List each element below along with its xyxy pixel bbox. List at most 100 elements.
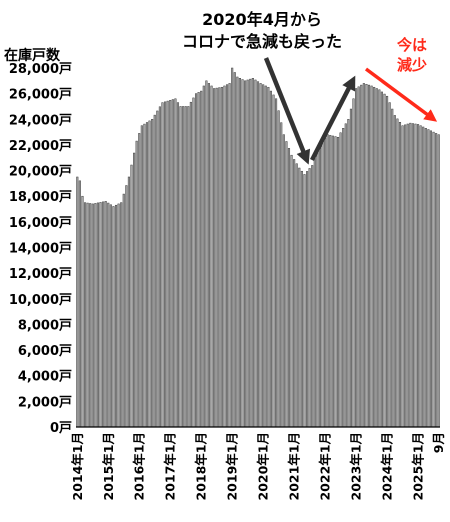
bar	[256, 81, 260, 428]
bar	[223, 85, 226, 428]
bar	[391, 108, 394, 428]
bar	[386, 95, 389, 428]
bar	[316, 151, 319, 428]
y-tick-label: 24,000戸	[9, 113, 72, 128]
bar	[120, 202, 123, 428]
bar	[435, 133, 438, 428]
bar	[424, 128, 427, 428]
bar	[197, 92, 200, 428]
bar	[145, 122, 149, 428]
y-tick-label: 16,000戸	[9, 216, 72, 231]
bar	[295, 163, 298, 428]
bar	[417, 124, 420, 428]
x-axis-ticks: 2014年1月 2015年1月 2016年1月 2017年1月 2018年1月 2019年…	[70, 432, 446, 501]
bar	[293, 159, 296, 428]
bar	[140, 125, 143, 428]
bar	[313, 158, 316, 428]
bar	[336, 136, 340, 428]
bar	[143, 123, 146, 428]
bar	[432, 131, 435, 428]
bar	[151, 119, 154, 428]
bar	[104, 201, 107, 428]
bar	[125, 185, 128, 428]
bar	[179, 106, 182, 428]
bar	[244, 80, 247, 428]
bar	[114, 204, 118, 428]
bar	[184, 106, 187, 428]
bar	[122, 193, 125, 428]
bar	[404, 124, 407, 428]
y-axis-label: 在庫戸数	[4, 47, 61, 64]
bar	[238, 78, 241, 428]
bar	[429, 130, 433, 428]
bar	[360, 84, 363, 428]
bar	[233, 72, 236, 428]
bar	[187, 106, 190, 428]
bar	[89, 203, 92, 428]
bar	[207, 83, 210, 428]
bar	[367, 84, 371, 428]
bar	[324, 137, 327, 428]
y-tick-label: 26,000戸	[9, 88, 72, 103]
bar	[311, 165, 314, 428]
bar	[318, 144, 322, 428]
bar	[393, 115, 396, 428]
bar	[419, 125, 422, 428]
bar	[401, 125, 404, 428]
bar	[339, 132, 342, 428]
bar	[383, 93, 386, 428]
bar	[215, 87, 218, 428]
bar	[236, 76, 239, 428]
x-tick-label: 2015年1月	[101, 432, 116, 501]
bar	[174, 98, 177, 428]
bar	[285, 141, 288, 428]
bar	[414, 123, 417, 428]
bar	[290, 154, 293, 428]
bar	[300, 170, 303, 428]
x-tick-label: 2017年1月	[163, 432, 178, 501]
bar	[109, 204, 112, 428]
bar	[94, 203, 97, 428]
y-axis-ticks: 0戸 2,000戸 4,000戸 6,000戸 8,000戸 10,000戸 12,000戸…	[9, 62, 72, 436]
bar	[275, 98, 278, 428]
bar	[262, 84, 265, 428]
y-tick-label: 6,000戸	[18, 344, 72, 359]
y-tick-label: 28,000戸	[9, 62, 72, 77]
x-tick-label: 2025年1月	[411, 432, 426, 501]
bar	[205, 80, 208, 428]
y-tick-label: 22,000戸	[9, 139, 72, 154]
bar	[158, 106, 161, 428]
bar	[398, 122, 402, 428]
bar	[347, 119, 350, 428]
bar	[78, 180, 81, 428]
bar	[437, 134, 440, 428]
bar	[127, 176, 130, 428]
y-tick-label: 18,000戸	[9, 190, 72, 205]
x-tick-label: 2022年1月	[318, 432, 333, 501]
bar	[306, 171, 309, 428]
bar	[202, 85, 205, 428]
bar	[357, 86, 360, 428]
y-tick-label: 4,000戸	[18, 370, 72, 385]
x-tick-label: 2019年1月	[225, 432, 240, 501]
bar	[138, 133, 141, 428]
bar	[130, 164, 133, 428]
bar	[249, 78, 252, 428]
bar	[107, 202, 110, 428]
bar	[241, 79, 244, 428]
bar	[406, 123, 409, 428]
bar	[96, 202, 99, 428]
bar	[362, 83, 365, 428]
y-tick-label: 0戸	[50, 421, 72, 436]
bar	[277, 110, 280, 428]
bar	[370, 85, 373, 428]
bar	[411, 123, 414, 428]
bar	[342, 128, 345, 428]
bar	[388, 102, 391, 428]
bar	[427, 129, 430, 428]
bar	[192, 97, 195, 428]
bar	[334, 136, 337, 428]
bar	[365, 83, 368, 428]
bar	[164, 101, 167, 428]
